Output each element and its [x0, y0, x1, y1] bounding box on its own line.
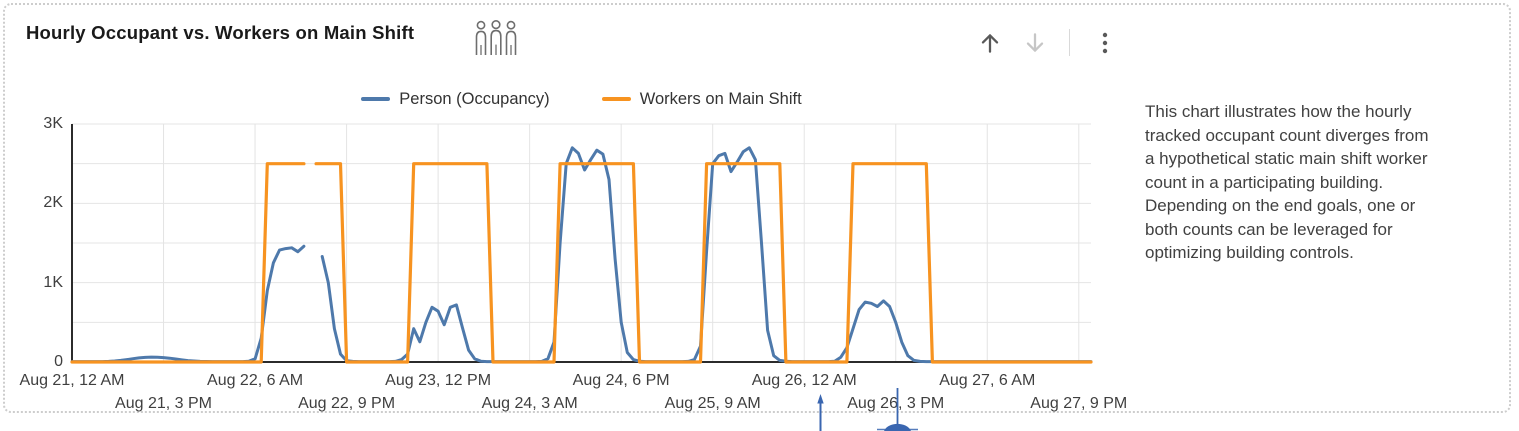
y-axis-tick-label: 3K: [43, 115, 63, 132]
x-axis-tick-label: Aug 21, 3 PM: [115, 395, 212, 412]
arrow-up-icon: [981, 34, 999, 53]
chart-legend: Person (Occupancy) Workers on Main Shift: [72, 87, 1091, 111]
page-title: Hourly Occupant vs. Workers on Main Shif…: [26, 22, 415, 43]
series-line-occupancy: [70, 146, 1093, 364]
x-axis-tick-label: Aug 26, 12 AM: [751, 372, 857, 389]
legend-label: Workers on Main Shift: [639, 89, 802, 108]
x-axis-tick-label: Aug 22, 6 AM: [207, 372, 304, 389]
people-group-icon: [475, 20, 517, 55]
move-up-button[interactable]: [974, 27, 1006, 59]
x-axis-tick-label: Aug 26, 3 PM: [847, 395, 945, 412]
chart-plot-area[interactable]: [70, 123, 1093, 364]
y-axis-tick-label: 1K: [43, 273, 63, 291]
x-axis-tick-label: Aug 24, 3 AM: [481, 395, 578, 412]
arrow-down-icon: [1026, 33, 1044, 52]
chart-card: Hourly Occupant vs. Workers on Main Shif…: [3, 3, 1511, 413]
x-axis-tick-label: Aug 25, 9 AM: [664, 395, 761, 412]
legend-label: Person (Occupancy): [399, 89, 550, 108]
person-figure: [475, 20, 487, 55]
person-figure: [505, 20, 517, 55]
x-axis-tick-label: Aug 27, 9 PM: [1030, 395, 1128, 412]
x-axis-tick-label: Aug 27, 6 AM: [939, 372, 1036, 389]
toolbar-divider: [1069, 29, 1070, 56]
legend-item-occupancy[interactable]: Person (Occupancy): [361, 89, 550, 109]
more-options-button[interactable]: [1089, 27, 1121, 59]
legend-item-workers[interactable]: Workers on Main Shift: [601, 89, 802, 109]
kebab-menu-icon: [1102, 32, 1108, 54]
y-axis-tick-label: 2K: [43, 194, 63, 212]
x-axis-tick-label: Aug 22, 9 PM: [298, 395, 396, 412]
x-axis-tick-label: Aug 23, 12 PM: [385, 372, 492, 389]
y-axis-tick-label: 0: [54, 353, 63, 370]
chart-description: This chart illustrates how the hourly tr…: [1145, 102, 1429, 262]
series-line-workers: [70, 162, 1093, 364]
legend-swatch: [361, 97, 391, 101]
move-down-button[interactable]: [1019, 27, 1051, 59]
x-axis-tick-label: Aug 21, 12 AM: [19, 372, 125, 389]
legend-swatch: [601, 97, 631, 101]
chart-svg: [70, 123, 1093, 364]
person-figure: [490, 20, 502, 55]
x-axis-tick-label: Aug 24, 6 PM: [572, 372, 670, 389]
